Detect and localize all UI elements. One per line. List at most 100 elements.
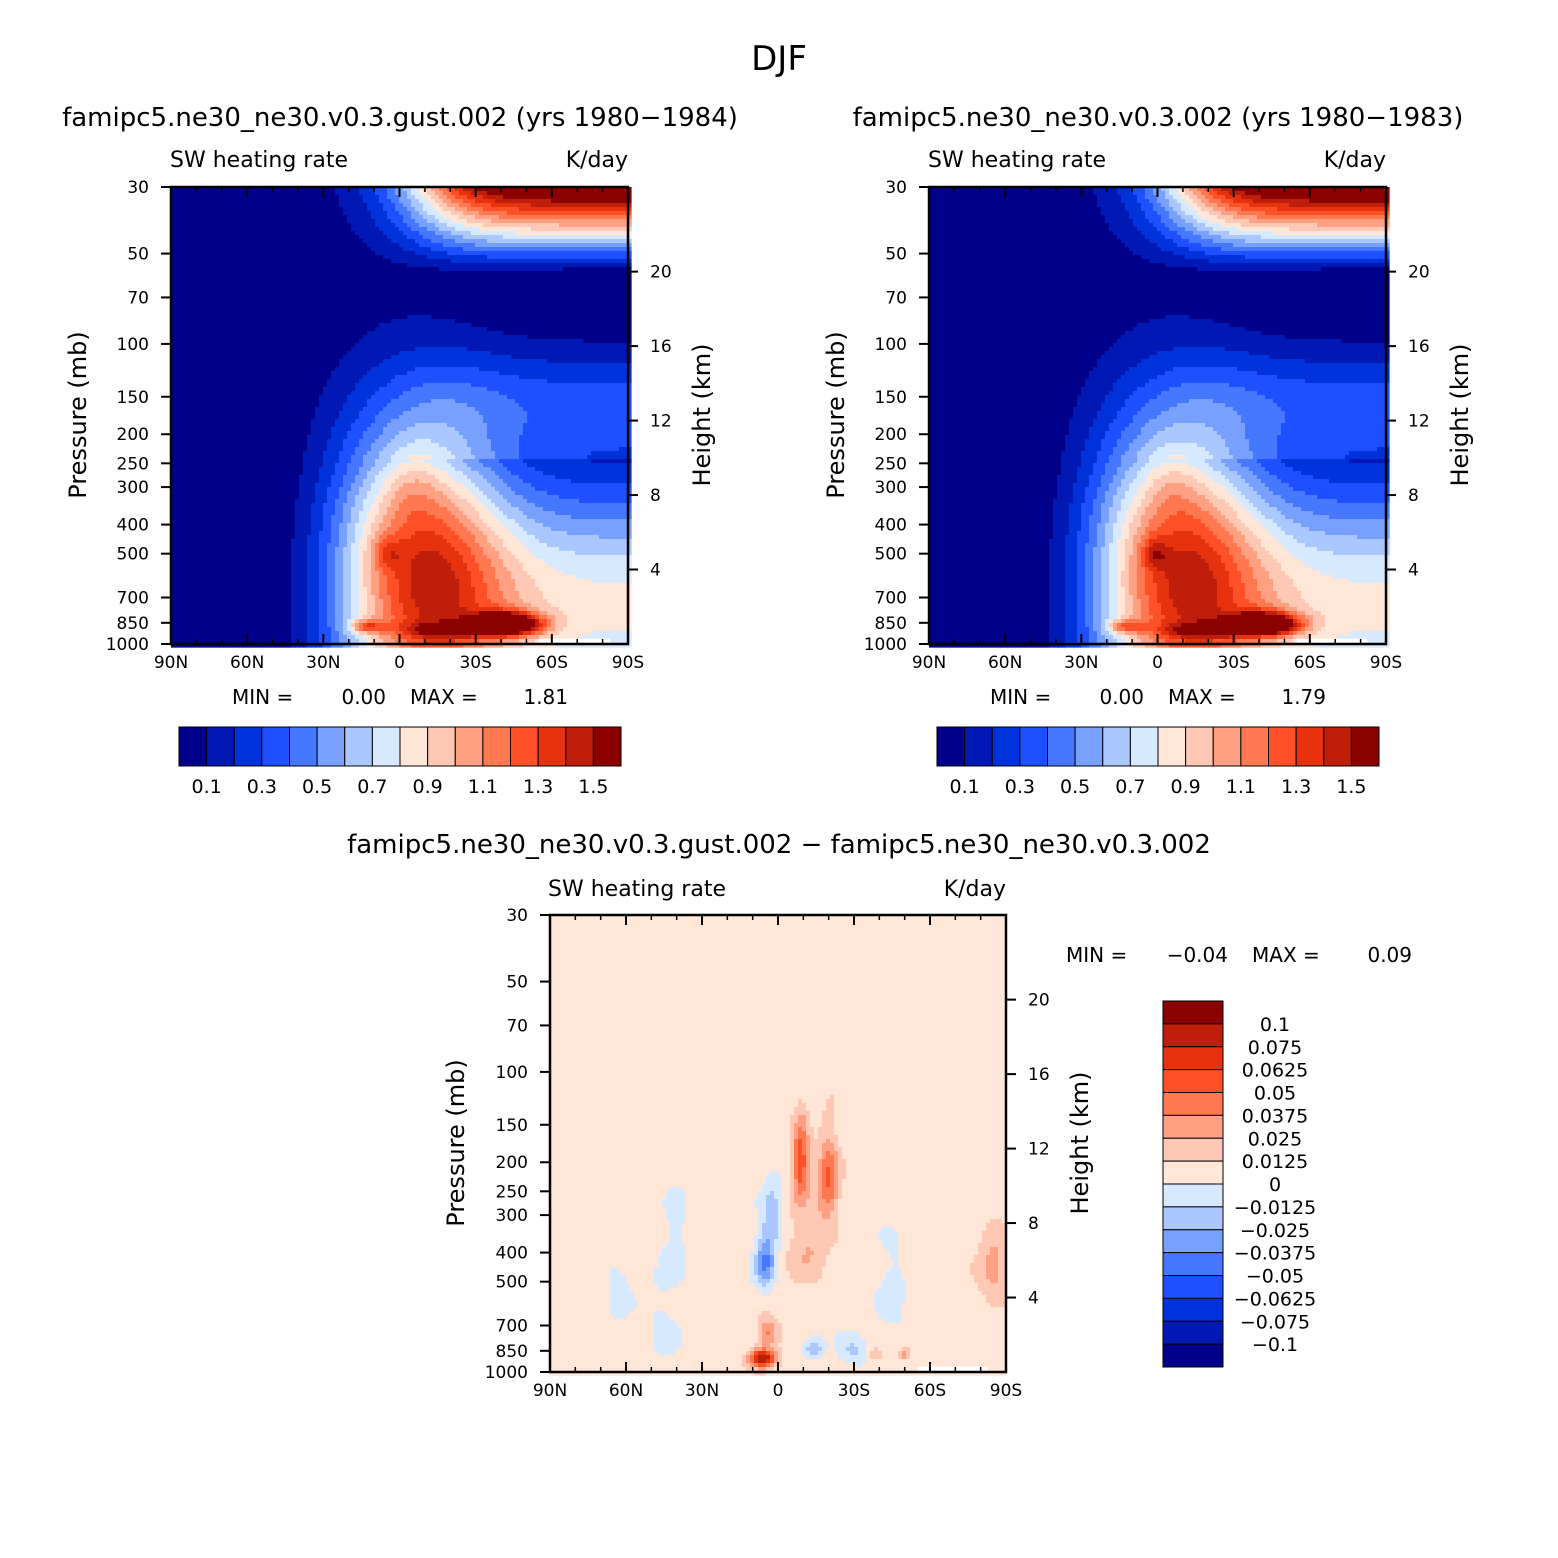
contour-cell bbox=[351, 355, 356, 360]
contour-cell bbox=[255, 343, 260, 348]
contour-cell bbox=[463, 271, 468, 276]
contour-cell bbox=[295, 227, 300, 232]
contour-cell bbox=[443, 243, 448, 248]
contour-cell bbox=[195, 303, 200, 308]
contour-cell bbox=[359, 239, 364, 244]
contour-cell bbox=[531, 231, 536, 236]
contour-cell bbox=[383, 243, 388, 248]
contour-cell bbox=[327, 299, 332, 304]
contour-cell bbox=[575, 231, 580, 236]
contour-cell bbox=[219, 195, 224, 200]
contour-cell bbox=[199, 311, 204, 316]
contour-cell bbox=[363, 283, 368, 288]
contour-cell bbox=[591, 335, 596, 340]
contour-cell bbox=[591, 255, 596, 260]
contour-cell bbox=[543, 283, 548, 288]
contour-cell bbox=[539, 207, 544, 212]
contour-cell bbox=[431, 283, 436, 288]
contour-cell bbox=[307, 263, 312, 268]
contour-cell bbox=[519, 287, 524, 292]
contour-cell bbox=[399, 223, 404, 228]
contour-cell bbox=[571, 307, 576, 312]
contour-cell bbox=[519, 303, 524, 308]
contour-cell bbox=[479, 287, 484, 292]
contour-cell bbox=[359, 211, 364, 216]
contour-cell bbox=[519, 347, 524, 352]
contour-cell bbox=[227, 191, 232, 196]
contour-cell bbox=[235, 283, 240, 288]
contour-cell bbox=[459, 187, 464, 192]
contour-cell bbox=[575, 295, 580, 300]
contour-cell bbox=[203, 287, 208, 292]
contour-cell bbox=[307, 251, 312, 256]
contour-cell bbox=[455, 323, 460, 328]
contour-cell bbox=[183, 267, 188, 272]
contour-cell bbox=[571, 199, 576, 204]
contour-cell bbox=[267, 275, 272, 280]
contour-cell bbox=[215, 347, 220, 352]
contour-cell bbox=[591, 331, 596, 336]
contour-cell bbox=[531, 199, 536, 204]
contour-cell bbox=[235, 303, 240, 308]
contour-cell bbox=[539, 331, 544, 336]
contour-cell bbox=[279, 231, 284, 236]
contour-cell bbox=[215, 279, 220, 284]
contour-cell bbox=[623, 347, 628, 352]
contour-cell bbox=[271, 311, 276, 316]
contour-cell bbox=[223, 311, 228, 316]
contour-cell bbox=[583, 219, 588, 224]
contour-cell bbox=[411, 247, 416, 252]
contour-cell bbox=[515, 243, 520, 248]
contour-cell bbox=[183, 251, 188, 256]
contour-cell bbox=[455, 287, 460, 292]
contour-cell bbox=[591, 243, 596, 248]
contour-cell bbox=[363, 247, 368, 252]
contour-cell bbox=[339, 311, 344, 316]
contour-cell bbox=[247, 231, 252, 236]
contour-cell bbox=[251, 231, 256, 236]
contour-cell bbox=[311, 223, 316, 228]
contour-cell bbox=[251, 235, 256, 240]
contour-cell bbox=[623, 239, 628, 244]
contour-cell bbox=[447, 251, 452, 256]
contour-cell bbox=[183, 279, 188, 284]
contour-cell bbox=[307, 331, 312, 336]
contour-cell bbox=[439, 231, 444, 236]
contour-cell bbox=[491, 223, 496, 228]
contour-cell bbox=[239, 275, 244, 280]
contour-cell bbox=[455, 315, 460, 320]
contour-cell bbox=[171, 215, 176, 220]
contour-cell bbox=[595, 355, 600, 360]
contour-cell bbox=[599, 327, 604, 332]
contour-cell bbox=[459, 219, 464, 224]
contour-cell bbox=[343, 355, 348, 360]
contour-cell bbox=[391, 231, 396, 236]
contour-cell bbox=[483, 279, 488, 284]
contour-cell bbox=[367, 235, 372, 240]
contour-cell bbox=[479, 343, 484, 348]
contour-cell bbox=[195, 263, 200, 268]
contour-cell bbox=[491, 191, 496, 196]
contour-cell bbox=[575, 287, 580, 292]
contour-cell bbox=[339, 339, 344, 344]
contour-cell bbox=[255, 235, 260, 240]
contour-cell bbox=[383, 207, 388, 212]
contour-cell bbox=[563, 195, 568, 200]
contour-cell bbox=[559, 243, 564, 248]
contour-cell bbox=[319, 315, 324, 320]
contour-cell bbox=[567, 267, 572, 272]
contour-cell bbox=[543, 187, 548, 192]
contour-cell bbox=[291, 343, 296, 348]
contour-cell bbox=[227, 195, 232, 200]
contour-cell bbox=[563, 251, 568, 256]
contour-cell bbox=[435, 211, 440, 216]
contour-cell bbox=[447, 255, 452, 260]
contour-cell bbox=[599, 191, 604, 196]
contour-cell bbox=[179, 231, 184, 236]
contour-cell bbox=[303, 195, 308, 200]
contour-cell bbox=[267, 347, 272, 352]
contour-cell bbox=[499, 263, 504, 268]
contour-cell bbox=[471, 239, 476, 244]
contour-cell bbox=[239, 187, 244, 192]
contour-cell bbox=[343, 211, 348, 216]
